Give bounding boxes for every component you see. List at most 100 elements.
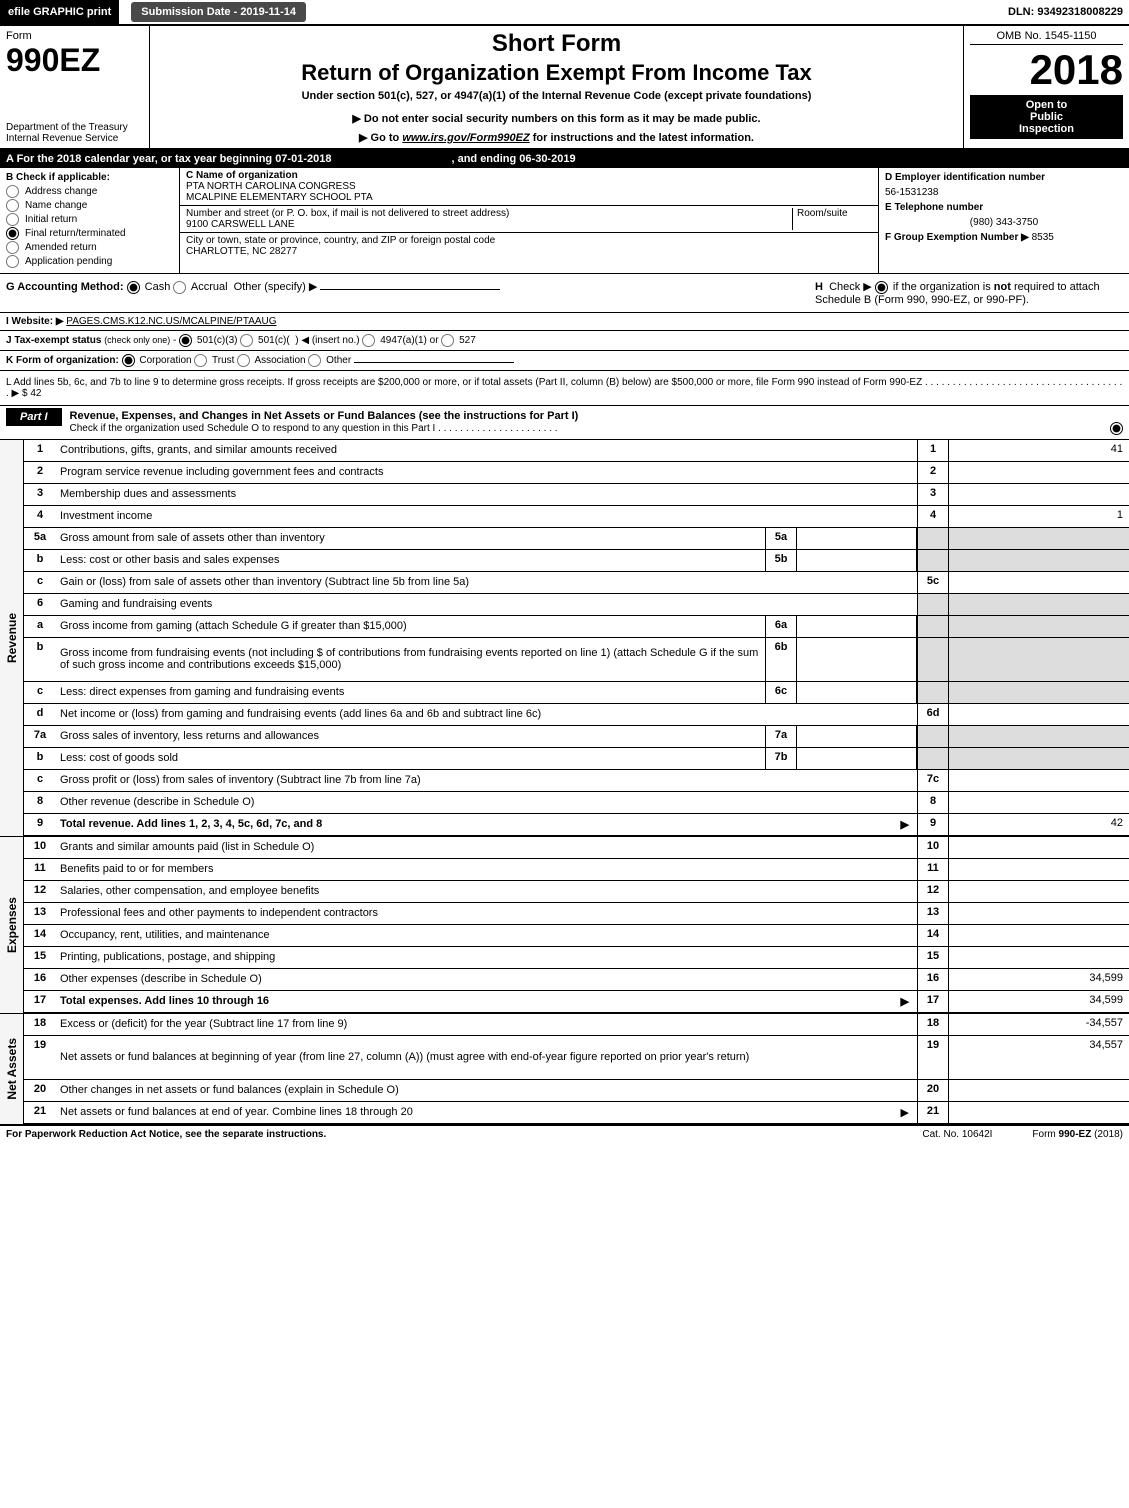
- right-col-num: 5c: [917, 572, 949, 593]
- website-url[interactable]: PAGES.CMS.K12.NC.US/MCALPINE/PTAAUG: [66, 316, 276, 327]
- city-label: City or town, state or province, country…: [186, 235, 495, 246]
- right-col-num: 16: [917, 969, 949, 990]
- line-number: 1: [24, 440, 56, 461]
- omb-number: OMB No. 1545-1150: [970, 30, 1123, 45]
- chk-schedule-o[interactable]: [1110, 422, 1123, 435]
- line-number: 6: [24, 594, 56, 615]
- line-number: c: [24, 572, 56, 593]
- right-col-num: 7c: [917, 770, 949, 791]
- mid-line-value: [797, 748, 917, 769]
- chk-application-pending[interactable]: [6, 255, 19, 268]
- other-org-field[interactable]: [354, 362, 514, 363]
- lbl-accrual: Accrual: [191, 281, 228, 293]
- radio-cash[interactable]: [127, 281, 140, 294]
- line-description: Program service revenue including govern…: [56, 462, 917, 483]
- right-col-num: 8: [917, 792, 949, 813]
- lbl-initial-return: Initial return: [25, 214, 77, 225]
- right-col-num: 11: [917, 859, 949, 880]
- chk-schedule-b[interactable]: [875, 281, 888, 294]
- chk-final-return[interactable]: [6, 227, 19, 240]
- side-label-expenses: Expenses: [0, 837, 24, 1013]
- line-number: 20: [24, 1080, 56, 1101]
- line-description: Gross profit or (loss) from sales of inv…: [56, 770, 917, 791]
- lbl-address-change: Address change: [25, 186, 97, 197]
- table-row: bLess: cost of goods sold7b: [24, 748, 1129, 770]
- line-number: 8: [24, 792, 56, 813]
- radio-527[interactable]: [441, 334, 454, 347]
- line-number: a: [24, 616, 56, 637]
- right-col-num-shade: [917, 594, 949, 615]
- table-row: 4Investment income41: [24, 506, 1129, 528]
- chk-name-change[interactable]: [6, 199, 19, 212]
- line-description: Benefits paid to or for members: [56, 859, 917, 880]
- goto-post: for instructions and the latest informat…: [530, 132, 754, 144]
- line-number: 19: [24, 1036, 56, 1079]
- mid-line-number: 5b: [765, 550, 797, 571]
- part-1-subtitle: Check if the organization used Schedule …: [70, 423, 558, 434]
- line-description: Gross amount from sale of assets other t…: [56, 528, 765, 549]
- line-description: Gross income from fundraising events (no…: [56, 638, 765, 681]
- table-row: 15Printing, publications, postage, and s…: [24, 947, 1129, 969]
- radio-trust[interactable]: [194, 354, 207, 367]
- line-description: Gross income from gaming (attach Schedul…: [56, 616, 765, 637]
- line-description: Other changes in net assets or fund bala…: [56, 1080, 917, 1101]
- line-description: Occupancy, rent, utilities, and maintena…: [56, 925, 917, 946]
- footer-left: For Paperwork Reduction Act Notice, see …: [6, 1129, 882, 1140]
- table-row: 17Total expenses. Add lines 10 through 1…: [24, 991, 1129, 1013]
- radio-other-org[interactable]: [308, 354, 321, 367]
- efile-print[interactable]: efile GRAPHIC print: [0, 0, 119, 24]
- table-row: 11Benefits paid to or for members11: [24, 859, 1129, 881]
- line-description: Printing, publications, postage, and shi…: [56, 947, 917, 968]
- lbl-corporation: Corporation: [139, 355, 191, 366]
- lbl-amended-return: Amended return: [25, 242, 97, 253]
- line-description: Gaming and fundraising events: [56, 594, 917, 615]
- side-label-revenue: Revenue: [0, 440, 24, 836]
- right-col-val: 34,599: [949, 969, 1129, 990]
- chk-amended-return[interactable]: [6, 241, 19, 254]
- line-number: 17: [24, 991, 56, 1012]
- table-row: 16Other expenses (describe in Schedule O…: [24, 969, 1129, 991]
- radio-association[interactable]: [237, 354, 250, 367]
- radio-501c3[interactable]: [179, 334, 192, 347]
- right-col-num: 13: [917, 903, 949, 924]
- right-col-val: [949, 704, 1129, 725]
- radio-4947[interactable]: [362, 334, 375, 347]
- table-row: 10Grants and similar amounts paid (list …: [24, 837, 1129, 859]
- line-description: Net assets or fund balances at beginning…: [56, 1036, 917, 1079]
- line-number: 21: [24, 1102, 56, 1123]
- mid-line-value: [797, 550, 917, 571]
- goto-instructions: ▶ Go to www.irs.gov/Form990EZ for instru…: [160, 131, 953, 144]
- ein-label: D Employer identification number: [885, 172, 1045, 183]
- tel-value: (980) 343-3750: [970, 217, 1038, 228]
- table-row: 1Contributions, gifts, grants, and simil…: [24, 440, 1129, 462]
- header-right: OMB No. 1545-1150 2018 Open to Public In…: [964, 26, 1129, 148]
- line-j: J Tax-exempt status (check only one) - 5…: [0, 331, 1129, 351]
- net-rows: 18Excess or (deficit) for the year (Subt…: [24, 1014, 1129, 1124]
- radio-corporation[interactable]: [122, 354, 135, 367]
- top-bar: efile GRAPHIC print Submission Date - 20…: [0, 0, 1129, 26]
- line-number: 14: [24, 925, 56, 946]
- chk-initial-return[interactable]: [6, 213, 19, 226]
- right-col-num: 15: [917, 947, 949, 968]
- revenue-section: Revenue 1Contributions, gifts, grants, a…: [0, 440, 1129, 836]
- other-specify-field[interactable]: [320, 289, 500, 290]
- line-k: K Form of organization: Corporation Trus…: [0, 351, 1129, 371]
- footer-center: Cat. No. 10642I: [882, 1129, 1032, 1140]
- mid-line-number: 6a: [765, 616, 797, 637]
- right-col-val: 1: [949, 506, 1129, 527]
- mid-line-number: 6b: [765, 638, 797, 681]
- table-row: cGross profit or (loss) from sales of in…: [24, 770, 1129, 792]
- right-col-num: 6d: [917, 704, 949, 725]
- side-expenses-text: Expenses: [5, 897, 19, 953]
- line-number: 15: [24, 947, 56, 968]
- tax-year-end: , and ending 06-30-2019: [451, 153, 575, 165]
- form-of-org-label: K Form of organization:: [6, 355, 119, 366]
- right-col-num: 14: [917, 925, 949, 946]
- radio-501c[interactable]: [240, 334, 253, 347]
- mid-line-value: [797, 638, 917, 681]
- right-col-num-shade: [917, 550, 949, 571]
- irs-link[interactable]: www.irs.gov/Form990EZ: [402, 132, 529, 144]
- radio-accrual[interactable]: [173, 281, 186, 294]
- chk-address-change[interactable]: [6, 185, 19, 198]
- right-col-val: [949, 903, 1129, 924]
